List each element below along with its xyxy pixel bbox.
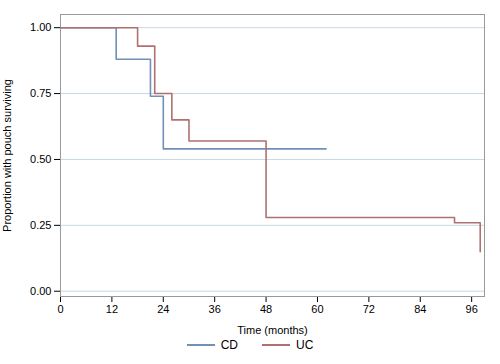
svg-text:0.25: 0.25 (30, 219, 51, 231)
svg-text:48: 48 (260, 303, 272, 315)
svg-text:12: 12 (106, 303, 118, 315)
svg-text:72: 72 (363, 303, 375, 315)
svg-text:0.50: 0.50 (30, 153, 51, 165)
svg-text:96: 96 (466, 303, 478, 315)
svg-text:84: 84 (414, 303, 426, 315)
svg-text:Time (months): Time (months) (237, 324, 308, 336)
svg-text:0.00: 0.00 (30, 285, 51, 297)
svg-text:1.00: 1.00 (30, 21, 51, 33)
svg-text:60: 60 (311, 303, 323, 315)
svg-text:0.75: 0.75 (30, 87, 51, 99)
svg-text:24: 24 (157, 303, 169, 315)
html-text:CD: CD (220, 338, 238, 352)
html-text:UC: UC (296, 338, 314, 352)
svg-text:Proportion with pouch survivin: Proportion with pouch surviving (1, 79, 13, 232)
svg-text:36: 36 (209, 303, 221, 315)
svg-text:0: 0 (57, 303, 63, 315)
